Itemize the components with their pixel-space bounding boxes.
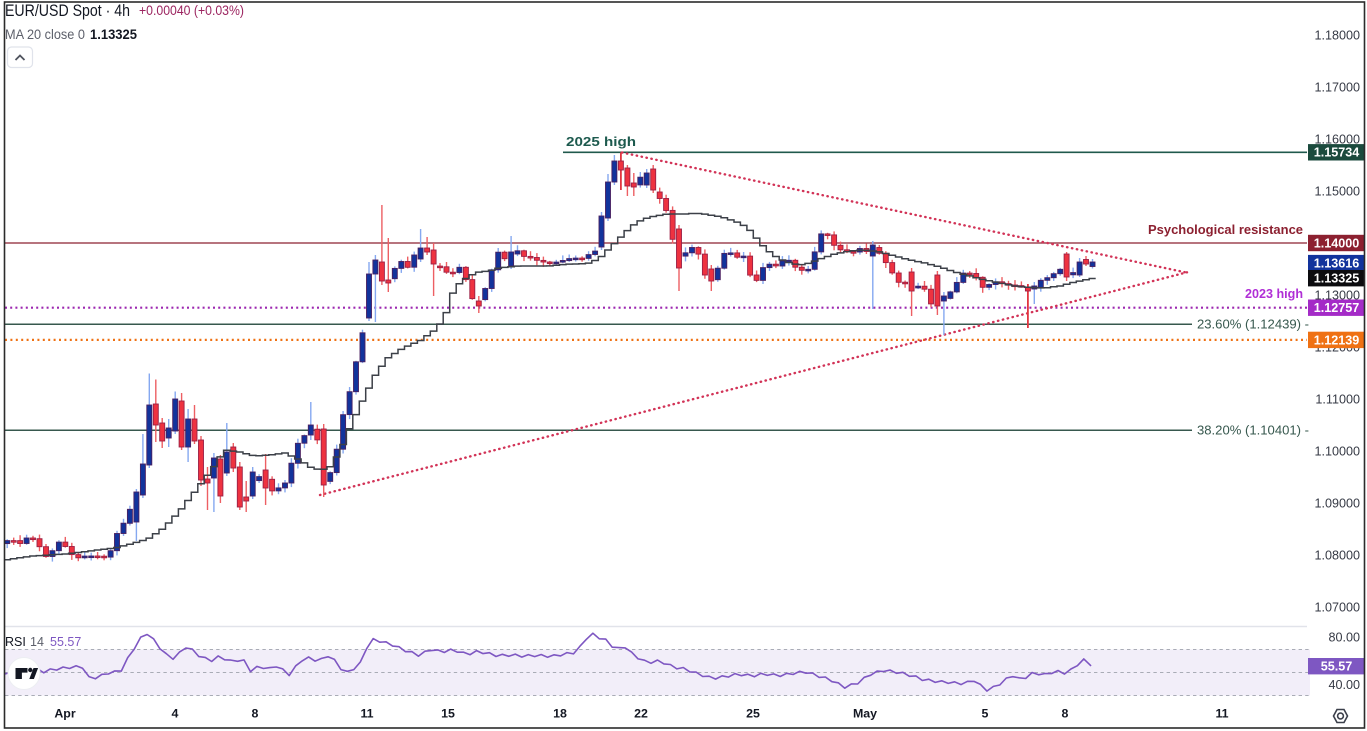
svg-text:11: 11 — [1215, 707, 1228, 721]
svg-text:38.20% (1.10401) -: 38.20% (1.10401) - — [1197, 423, 1309, 438]
svg-text:1.13325: 1.13325 — [90, 27, 137, 42]
svg-text:1.13616: 1.13616 — [1314, 257, 1360, 271]
svg-text:1.18000: 1.18000 — [1314, 28, 1360, 42]
svg-text:4: 4 — [172, 707, 179, 721]
svg-text:1.16000: 1.16000 — [1314, 132, 1360, 146]
svg-text:+0.00040 (+0.03%): +0.00040 (+0.03%) — [139, 2, 244, 18]
svg-text:22: 22 — [634, 707, 648, 721]
svg-text:1.14000: 1.14000 — [1314, 236, 1360, 250]
svg-text:5: 5 — [982, 707, 989, 721]
svg-text:1.13000: 1.13000 — [1314, 289, 1360, 303]
svg-text:1.07000: 1.07000 — [1314, 601, 1360, 615]
svg-text:40.00: 40.00 — [1328, 678, 1360, 692]
svg-text:1.08000: 1.08000 — [1314, 549, 1360, 563]
svg-text:Psychological resistance: Psychological resistance — [1148, 222, 1303, 237]
svg-text:55.57: 55.57 — [50, 635, 81, 649]
svg-text:23.60% (1.12439) -: 23.60% (1.12439) - — [1197, 317, 1309, 332]
svg-text:1.10000: 1.10000 — [1314, 445, 1360, 459]
svg-text:1.11000: 1.11000 — [1315, 393, 1360, 407]
svg-text:8: 8 — [252, 707, 259, 721]
svg-text:11: 11 — [360, 707, 373, 721]
svg-text:RSI: RSI — [5, 635, 26, 649]
svg-text:EUR/USD Spot · 4h: EUR/USD Spot · 4h — [5, 1, 130, 20]
svg-text:1.13325: 1.13325 — [1314, 272, 1360, 286]
svg-text:15: 15 — [441, 707, 455, 721]
svg-text:2023 high: 2023 high — [1245, 286, 1303, 301]
svg-text:1.12139: 1.12139 — [1314, 333, 1360, 347]
svg-text:1.15000: 1.15000 — [1314, 185, 1360, 199]
svg-text:14: 14 — [30, 635, 44, 649]
svg-text:1.15734: 1.15734 — [1314, 146, 1360, 160]
svg-text:1.12757: 1.12757 — [1314, 301, 1360, 315]
svg-text:1.17000: 1.17000 — [1314, 80, 1360, 94]
svg-text:2025 high: 2025 high — [566, 134, 636, 149]
svg-text:25: 25 — [746, 707, 760, 721]
svg-text:55.57: 55.57 — [1321, 660, 1353, 674]
svg-text:80.00: 80.00 — [1328, 630, 1360, 644]
svg-text:May: May — [853, 707, 877, 721]
svg-text:8: 8 — [1062, 707, 1069, 721]
svg-text:Apr: Apr — [54, 707, 76, 721]
svg-text:MA 20 close 0: MA 20 close 0 — [5, 27, 85, 42]
svg-text:18: 18 — [553, 707, 567, 721]
svg-text:1.09000: 1.09000 — [1314, 497, 1360, 511]
